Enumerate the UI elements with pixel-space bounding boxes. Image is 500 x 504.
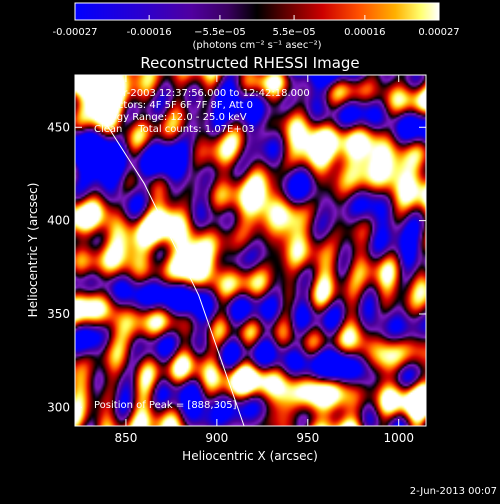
- colorbar-unit-label: (photons cm⁻² s⁻¹ asec⁻²): [192, 40, 321, 51]
- x-tick-label: 1000: [383, 431, 414, 445]
- chart-title: Reconstructed RHESSI Image: [140, 54, 359, 72]
- x-tick-label: 900: [205, 431, 228, 445]
- colorbar-tick-label: 0.00016: [344, 27, 385, 38]
- footer-date: 2-Jun-2013 00:07: [410, 486, 497, 497]
- y-axis-label: Heliocentric Y (arcsec): [26, 183, 40, 318]
- annotation-detectors: Detectors: 4F 5F 6F 7F 8F, Att 0: [94, 100, 253, 111]
- y-tick-label: 350: [47, 307, 70, 321]
- annotation-block: 28-Apr-2003 12:37:56.000 to 12:42:18.000…: [94, 88, 310, 411]
- colorbar-tick-label: -0.00016: [127, 27, 172, 38]
- colorbar-ticks: -0.00027 -0.00016 −5.5e−05 5.5e−05 0.00016 0.…: [53, 15, 460, 38]
- annotation-energy-range: Energy Range: 12.0 - 25.0 keV: [94, 112, 247, 123]
- y-tick-label: 300: [47, 400, 70, 414]
- colorbar-tick-label: 0.00027: [418, 27, 459, 38]
- annotation-total-counts: Clean Total counts: 1.07E+03: [94, 124, 254, 135]
- x-tick-label: 850: [114, 431, 137, 445]
- colorbar-tick-label: -0.00027: [53, 27, 98, 38]
- annotation-time-range: 28-Apr-2003 12:37:56.000 to 12:42:18.000: [94, 88, 310, 99]
- colorbar: [75, 3, 439, 20]
- x-tick-label: 950: [296, 431, 319, 445]
- plot-frame: [74, 74, 427, 427]
- y-axis: 300 350 400 450: [47, 120, 426, 414]
- solar-limb-curve: [75, 75, 245, 426]
- colorbar-frame: [74, 2, 440, 21]
- x-axis: 850 900 950 1000: [114, 75, 414, 445]
- heatmap-image: [75, 75, 426, 426]
- y-tick-label: 400: [47, 214, 70, 228]
- y-tick-label: 450: [47, 120, 70, 134]
- annotation-peak-position: Position of Peak = [888,305]: [94, 400, 237, 411]
- colorbar-tick-label: 5.5e−05: [272, 27, 315, 38]
- plot-area: [75, 75, 426, 426]
- colorbar-tick-label: −5.5e−05: [194, 27, 246, 38]
- x-axis-label: Heliocentric X (arcsec): [182, 449, 318, 463]
